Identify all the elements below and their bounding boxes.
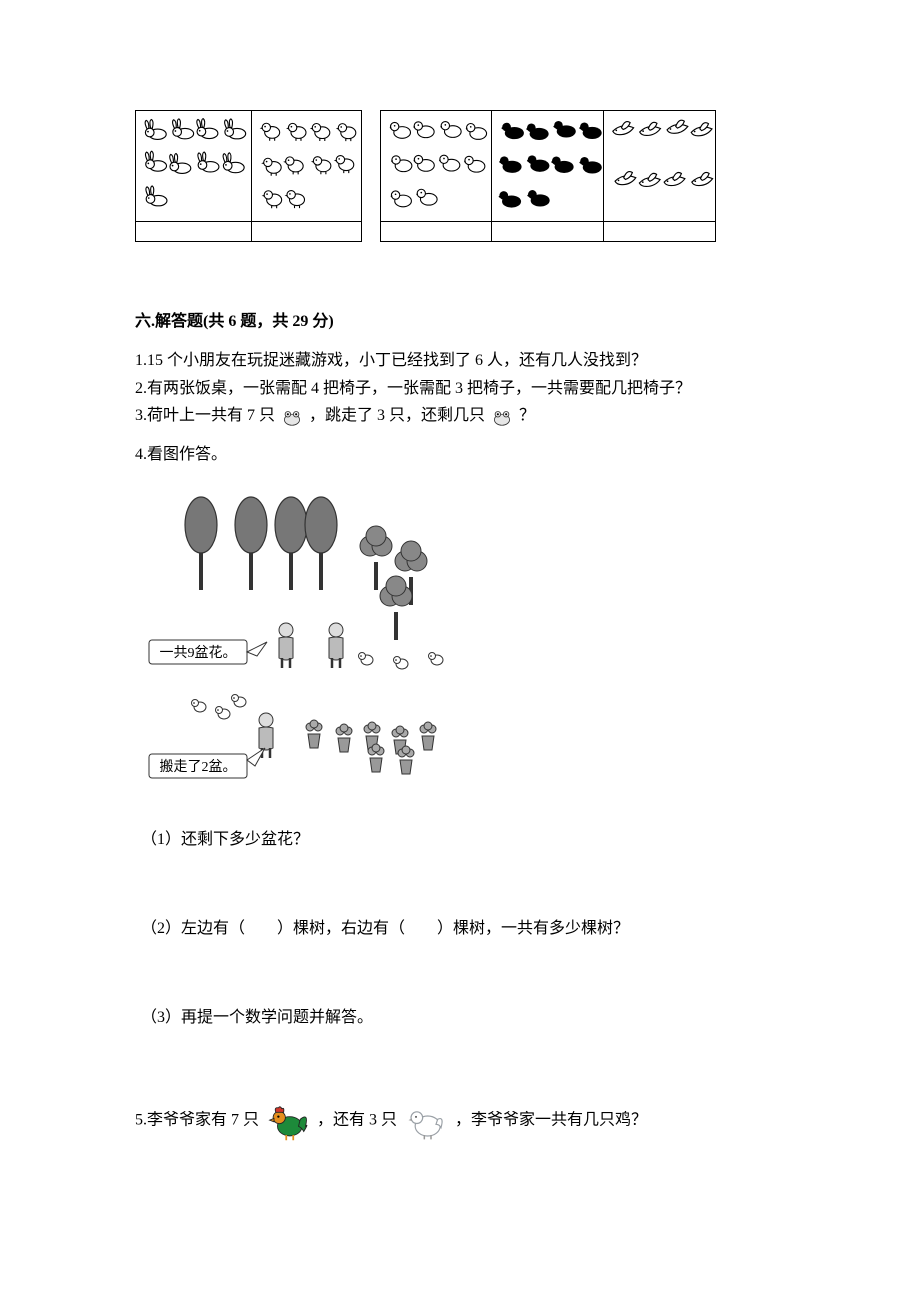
q4-head: 4.看图作答。 — [135, 443, 785, 468]
counting-cell — [136, 111, 251, 241]
counting-cell — [603, 111, 715, 241]
q4-sub2: （2）左边有（ ）棵树，右边有（ ）棵树，一共有多少棵树？ — [141, 917, 785, 942]
count-answer-blank[interactable] — [136, 221, 251, 241]
q3-text: 3.荷叶上一共有 7 只 ，跳走了 3 只，还剩几只 ？ — [135, 404, 785, 429]
counting-cell — [381, 111, 491, 241]
count-answer-blank[interactable] — [604, 221, 715, 241]
frog-icon — [489, 406, 515, 428]
q1-text: 1.15 个小朋友在玩捉迷藏游戏，小丁已经找到了 6 人，还有几人没找到？ — [135, 349, 785, 374]
count-answer-blank[interactable] — [381, 221, 491, 241]
q5-suffix: ，李爷爷家一共有几只鸡？ — [451, 1112, 647, 1129]
duckling-cluster — [381, 111, 491, 221]
q5-text: 5.李爷爷家有 7 只 ，还有 3 只 ，李爷爷家一共有几只鸡？ — [135, 1100, 785, 1142]
q4-sub1: （1）还剩下多少盆花？ — [141, 828, 785, 853]
dove-cluster — [604, 111, 715, 221]
q3-mid: ，跳走了 3 只，还剩几只 — [305, 407, 489, 424]
counting-cell — [491, 111, 603, 241]
q3-suffix: ？ — [515, 407, 535, 424]
svg-text:搬走了2盆。: 搬走了2盆。 — [160, 759, 237, 775]
counting-group — [380, 110, 716, 242]
q5-mid: ，还有 3 只 — [313, 1112, 401, 1129]
q2-text: 2.有两张饭桌，一张需配 4 把椅子，一张需配 3 把椅子，一共需要配几把椅子？ — [135, 377, 785, 402]
count-answer-blank[interactable] — [492, 221, 603, 241]
rooster-icon — [266, 1100, 310, 1142]
q5-prefix: 5.李爷爷家有 7 只 — [135, 1112, 263, 1129]
frog-icon — [279, 406, 305, 428]
duck-dark-cluster — [492, 111, 603, 221]
counting-row — [135, 110, 785, 242]
q4-sub3: （3）再提一个数学问题并解答。 — [141, 1006, 785, 1031]
section-title: 六.解答题(共 6 题，共 29 分) — [135, 310, 785, 335]
rabbit-cluster — [136, 111, 251, 221]
chick-cluster — [252, 111, 361, 221]
q4-scene: 一共9盆花。搬走了2盆。 — [141, 490, 471, 790]
svg-text:一共9盆花。: 一共9盆花。 — [160, 645, 237, 661]
counting-cell — [251, 111, 361, 241]
counting-group — [135, 110, 362, 242]
q3-prefix: 3.荷叶上一共有 7 只 — [135, 407, 279, 424]
count-answer-blank[interactable] — [252, 221, 361, 241]
hen-icon — [404, 1101, 448, 1141]
q4-block: 4.看图作答。 一共9盆花。搬走了2盆。 （1）还剩下多少盆花？ （2）左边有（… — [135, 443, 785, 1030]
